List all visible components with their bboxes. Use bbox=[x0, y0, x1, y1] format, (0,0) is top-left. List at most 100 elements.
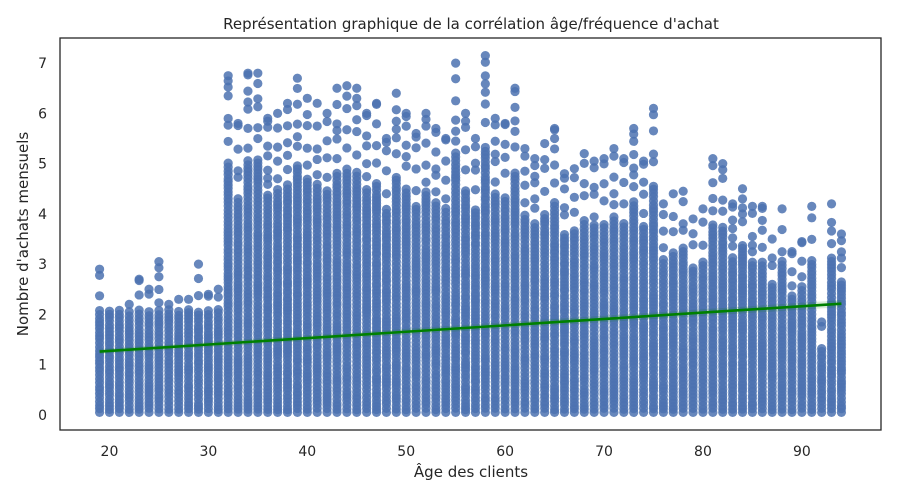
data-point bbox=[104, 306, 115, 316]
data-point bbox=[510, 168, 520, 178]
data-point bbox=[797, 236, 807, 247]
data-point bbox=[530, 178, 540, 188]
data-point bbox=[451, 126, 461, 136]
data-point bbox=[510, 126, 520, 137]
data-point bbox=[648, 126, 659, 136]
data-point bbox=[312, 179, 322, 189]
data-point bbox=[342, 103, 352, 114]
data-point bbox=[292, 83, 302, 94]
data-point bbox=[144, 307, 154, 317]
data-point bbox=[203, 306, 213, 316]
data-point bbox=[470, 165, 481, 175]
data-point bbox=[292, 161, 302, 171]
data-point bbox=[421, 177, 431, 187]
data-point bbox=[223, 113, 233, 124]
data-point bbox=[698, 240, 708, 250]
plot-frame bbox=[59, 37, 882, 431]
data-point bbox=[282, 150, 293, 160]
data-point bbox=[203, 289, 213, 299]
data-point bbox=[302, 93, 312, 103]
data-point bbox=[480, 71, 490, 81]
data-point bbox=[559, 229, 570, 240]
y-tick-label: 0 bbox=[38, 408, 47, 424]
data-point bbox=[807, 234, 817, 244]
data-point bbox=[401, 121, 411, 131]
data-point bbox=[273, 174, 283, 184]
data-point bbox=[688, 263, 698, 273]
data-point bbox=[174, 294, 184, 304]
data-point bbox=[451, 148, 461, 158]
data-point bbox=[619, 177, 629, 188]
data-point bbox=[500, 152, 510, 162]
data-point bbox=[243, 97, 253, 107]
data-point bbox=[540, 163, 550, 173]
data-point bbox=[263, 165, 273, 175]
data-point bbox=[569, 192, 579, 202]
data-point bbox=[480, 117, 490, 128]
data-point bbox=[193, 307, 204, 317]
data-point bbox=[223, 158, 233, 168]
data-point bbox=[302, 121, 312, 131]
data-point bbox=[718, 206, 728, 216]
data-point bbox=[549, 144, 560, 154]
data-point bbox=[253, 123, 263, 133]
data-point bbox=[352, 115, 362, 125]
data-point bbox=[282, 138, 293, 148]
data-point bbox=[282, 180, 293, 190]
data-point bbox=[391, 172, 401, 183]
data-point bbox=[273, 142, 283, 152]
y-tick-label: 2 bbox=[38, 307, 47, 323]
data-point bbox=[342, 125, 352, 135]
data-point bbox=[352, 126, 362, 137]
data-point bbox=[302, 143, 312, 153]
data-point bbox=[698, 257, 708, 267]
data-point bbox=[441, 175, 451, 185]
data-point bbox=[530, 171, 540, 181]
data-point bbox=[460, 108, 471, 118]
data-point bbox=[243, 68, 253, 78]
data-point bbox=[609, 151, 619, 161]
data-point bbox=[441, 203, 451, 214]
data-point bbox=[609, 172, 619, 182]
data-point bbox=[629, 136, 639, 146]
data-point bbox=[273, 184, 283, 195]
data-point bbox=[826, 199, 837, 209]
data-point bbox=[441, 194, 451, 204]
data-point bbox=[332, 154, 342, 164]
regression-line-group bbox=[99, 300, 842, 355]
data-point bbox=[639, 156, 649, 166]
data-point bbox=[708, 206, 718, 216]
data-point bbox=[510, 83, 520, 93]
data-point bbox=[253, 94, 263, 104]
data-point bbox=[302, 160, 312, 170]
data-point bbox=[599, 179, 609, 189]
data-point bbox=[836, 263, 847, 273]
data-point bbox=[253, 133, 263, 144]
data-point bbox=[381, 146, 392, 156]
data-point bbox=[708, 161, 718, 171]
data-point bbox=[273, 156, 283, 166]
data-point bbox=[549, 178, 560, 188]
data-point bbox=[253, 155, 263, 165]
data-point bbox=[223, 120, 233, 130]
data-point bbox=[817, 317, 827, 327]
data-point bbox=[728, 215, 738, 225]
data-point bbox=[480, 79, 490, 89]
data-point bbox=[658, 226, 668, 236]
data-point bbox=[747, 201, 758, 211]
data-point bbox=[747, 231, 758, 242]
data-point bbox=[797, 256, 807, 266]
data-point bbox=[223, 71, 233, 81]
data-point bbox=[381, 166, 392, 176]
data-point bbox=[292, 99, 302, 109]
data-point bbox=[342, 91, 352, 101]
data-point bbox=[391, 88, 401, 98]
data-point bbox=[559, 184, 570, 194]
data-point bbox=[342, 81, 352, 91]
x-tick-label: 70 bbox=[595, 444, 613, 460]
y-tick-label: 4 bbox=[38, 207, 47, 223]
data-point bbox=[421, 160, 431, 170]
data-point bbox=[421, 121, 431, 131]
data-point bbox=[470, 133, 481, 144]
data-point bbox=[569, 226, 579, 236]
